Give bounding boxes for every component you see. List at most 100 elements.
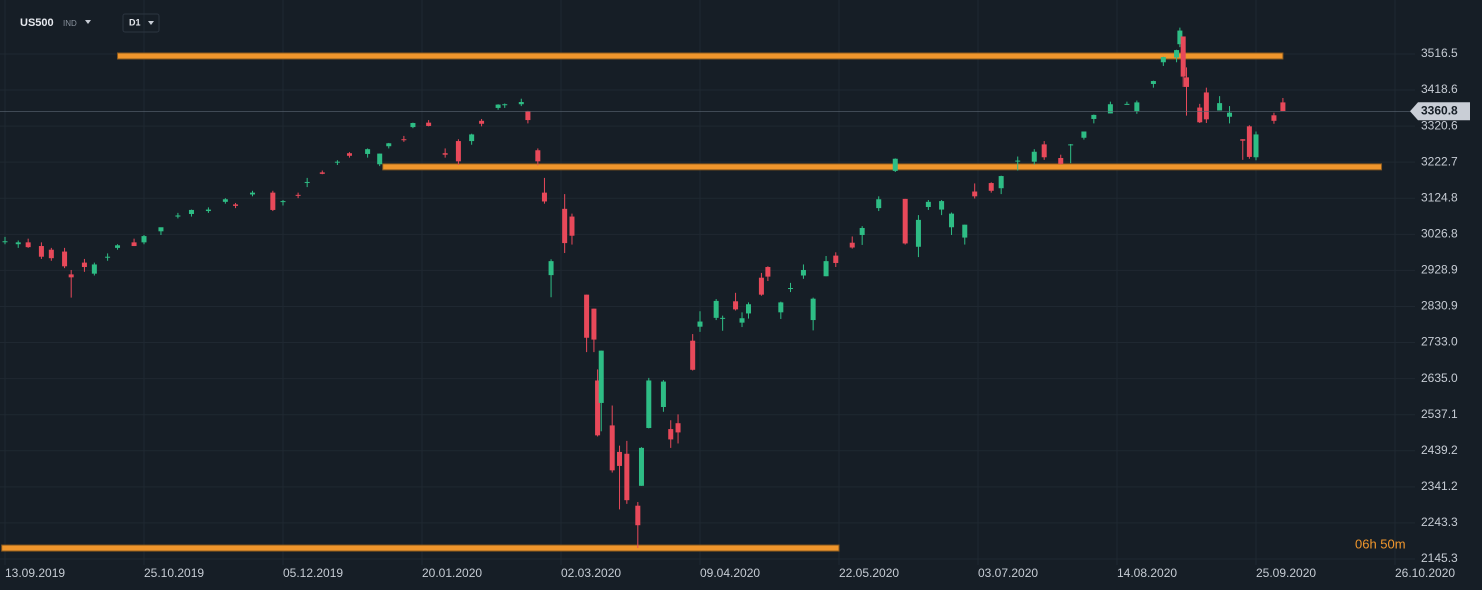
candle-body [1015,160,1021,162]
candle-body [222,199,228,202]
candle-body [1203,92,1209,120]
candle-body [972,191,978,197]
candle-body [1068,144,1074,146]
candle-body [548,261,554,276]
candle-body [1174,50,1180,58]
x-tick-label: 20.01.2020 [422,566,482,580]
candle-body [758,277,764,295]
candle-body [833,255,839,263]
candle-body [175,215,181,217]
candles [2,27,1286,549]
candle-body [720,317,726,319]
candle-body [334,161,340,163]
y-tick-label: 3124.8 [1421,190,1458,204]
candle-body [346,153,352,156]
candle-body [668,429,674,440]
candle-body [1058,158,1064,164]
y-tick-label: 2830.9 [1421,299,1458,313]
candle-body [915,219,921,247]
timeframe[interactable]: D1 [129,17,141,27]
candle-body [859,227,865,235]
candle-body [2,241,8,243]
last-price-label: 3360.8 [1421,103,1458,117]
dropdown-arrow[interactable] [85,20,91,24]
candle-body [562,208,568,244]
candle-body [188,209,194,214]
x-tick-label: 25.10.2019 [144,566,204,580]
candle-body [410,123,416,128]
symbol[interactable]: US500 [20,17,54,29]
candle-body [401,139,407,141]
candle-body [675,423,681,433]
candle-body [925,201,931,207]
candle-body [1246,126,1252,157]
x-tick-label: 26.10.2020 [1395,566,1455,580]
y-tick-label: 2537.1 [1421,407,1458,421]
candle-body [270,192,276,210]
candle-body [788,288,794,290]
candle-body [442,153,448,155]
candle-body [778,302,784,313]
candle-body [1031,151,1037,162]
y-tick-label: 3516.5 [1421,46,1458,60]
candle-body [495,104,501,108]
x-tick-label: 09.04.2020 [700,566,760,580]
support-resistance-level [382,163,1383,171]
candle-body [38,246,44,257]
candle-body [1091,114,1097,119]
candle-body [15,242,21,245]
support-resistance-level [117,52,1284,60]
y-tick-label: 2439.2 [1421,443,1458,457]
candle-body [541,192,547,202]
candle-body [68,274,74,278]
candle-body [1227,112,1233,117]
candle-body [949,213,955,228]
candle-body [1134,102,1140,112]
candle-body [48,249,54,259]
candle-body [479,120,485,124]
candle-body [1271,115,1277,121]
candle-body [525,111,531,121]
candle-body [823,261,829,277]
instrument[interactable]: IND [63,19,77,28]
dropdown-arrow[interactable] [148,21,154,25]
candle-body [638,447,644,486]
levels [1,52,1383,552]
candle-body [876,199,882,209]
candle-body [1150,81,1156,84]
y-tick-label: 3222.7 [1421,154,1458,168]
candle-body [595,380,601,436]
candle-body [158,227,164,232]
candle-body [745,304,751,314]
candle-body [249,192,255,195]
support-resistance-level [1,544,840,552]
candle-body [1240,139,1246,141]
candle-body [584,294,590,338]
candle-body [295,194,301,196]
candle-body [892,158,898,171]
candle-body [1124,103,1130,105]
candle-body [690,340,696,370]
candle-body [105,256,111,258]
candle-body [1041,144,1047,158]
y-tick-label: 3418.6 [1421,82,1458,96]
x-tick-label: 25.09.2020 [1256,566,1316,580]
candle-body [1217,103,1223,111]
candle-body [535,150,541,162]
candle-body [1081,131,1087,138]
candle-body [1107,104,1113,114]
axes: 3516.5 3418.6 3320.6 3222.7 3124.8 3026.8 2928… [0,46,1470,580]
x-tick-label: 02.03.2020 [561,566,621,580]
y-tick-label: 2341.2 [1421,479,1458,493]
candle-body [319,172,325,174]
timeframe-box[interactable] [122,13,160,33]
last-price-marker [1410,102,1470,121]
candle-body [849,242,855,248]
candle-body [141,236,147,243]
x-tick-label: 03.07.2020 [978,566,1038,580]
candle-body [962,224,968,238]
candle-body [426,122,432,126]
candle-body [304,181,310,183]
candle-body [988,183,994,191]
